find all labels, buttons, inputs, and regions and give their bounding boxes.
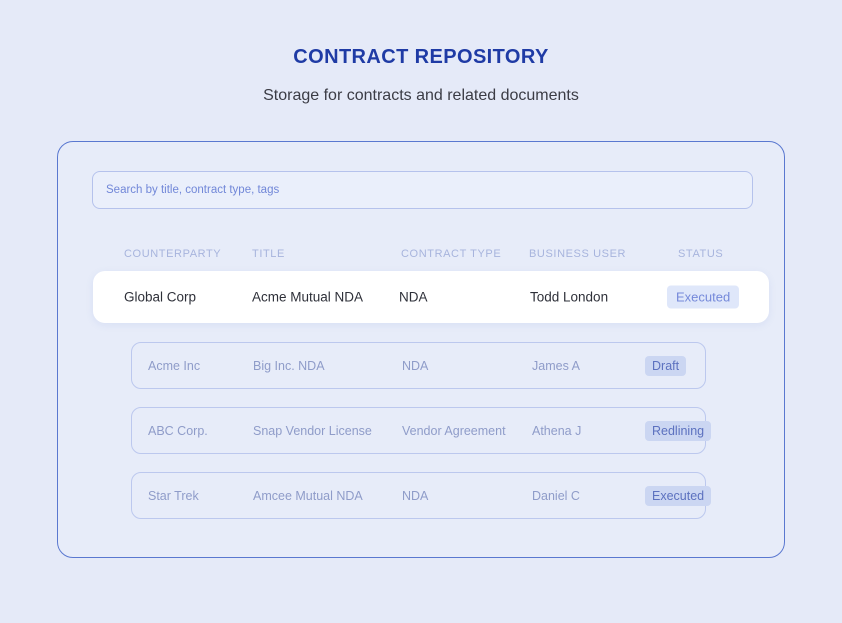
cell-title: Snap Vendor License [253,423,372,438]
contract-repository-panel: COUNTERPARTY TITLE CONTRACT TYPE BUSINES… [57,141,785,558]
cell-counterparty: ABC Corp. [148,423,208,438]
status-badge: Redlining [645,420,712,441]
column-header-contract-type: CONTRACT TYPE [401,248,502,260]
cell-business-user: James A [532,358,580,373]
page-title: CONTRACT REPOSITORY [293,46,549,68]
cell-contract-type: NDA [399,289,428,305]
cell-title: Acme Mutual NDA [252,289,364,305]
status-badge: Executed [667,285,740,309]
column-header-business-user: BUSINESS USER [529,248,627,260]
cell-counterparty: Acme Inc [148,358,201,373]
status-badge: Draft [645,355,687,376]
cell-contract-type: Vendor Agreement [402,423,506,438]
column-header-status: STATUS [678,248,724,260]
table-row[interactable]: ABC Corp. Snap Vendor License Vendor Agr… [131,407,712,454]
column-header-title: TITLE [252,248,285,260]
cell-business-user: Athena J [532,423,582,438]
cell-contract-type: NDA [402,488,429,503]
cell-contract-type: NDA [402,358,429,373]
cell-business-user: Daniel C [532,488,580,503]
search-input[interactable] [92,171,753,209]
column-header-counterparty: COUNTERPARTY [124,248,222,260]
table-row[interactable]: Star Trek Amcee Mutual NDA NDA Daniel C … [131,472,712,519]
table-header: COUNTERPARTY TITLE CONTRACT TYPE BUSINES… [58,248,784,262]
cell-business-user: Todd London [530,289,609,305]
page-subtitle: Storage for contracts and related docume… [263,87,579,104]
cell-title: Amcee Mutual NDA [253,488,363,503]
cell-title: Big Inc. NDA [253,358,325,373]
status-badge: Executed [645,485,712,506]
table-row-selected[interactable]: Global Corp Acme Mutual NDA NDA Todd Lon… [93,271,769,323]
cell-counterparty: Star Trek [148,488,199,503]
cell-counterparty: Global Corp [124,289,197,305]
table-row[interactable]: Acme Inc Big Inc. NDA NDA James A Draft [131,342,706,389]
